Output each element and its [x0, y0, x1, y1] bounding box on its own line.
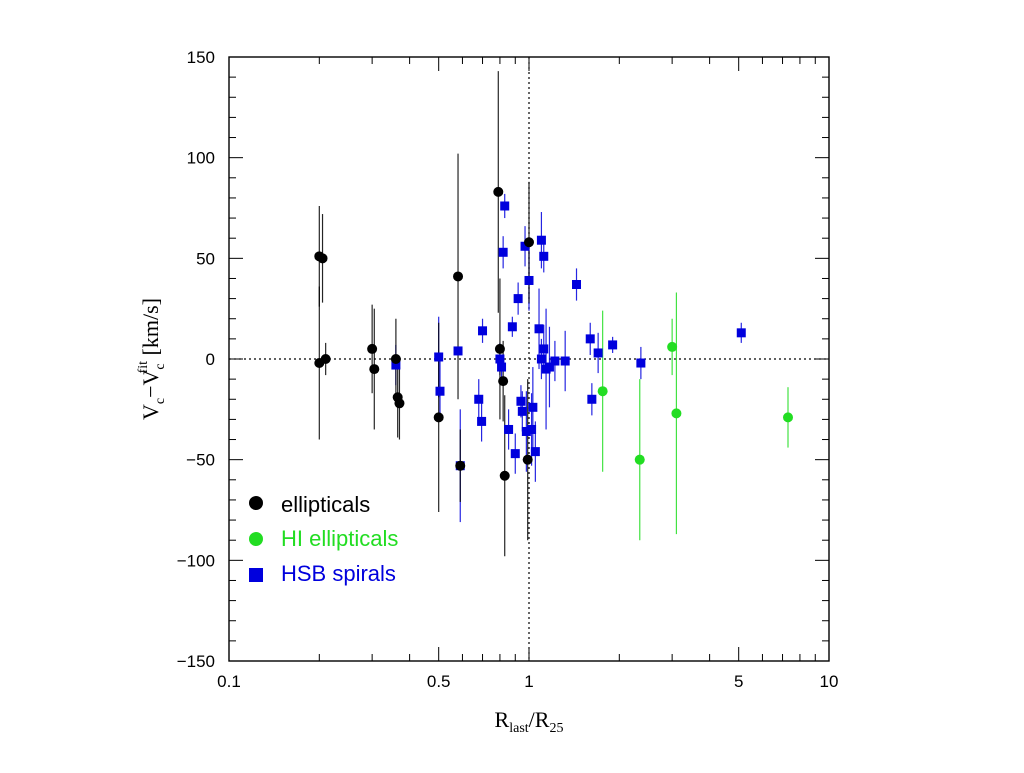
legend-label-ellipticals: ellipticals: [281, 492, 370, 517]
point-hsb-spirals: [504, 424, 514, 434]
point-hsb-spirals: [524, 275, 534, 285]
point-hsb-spirals: [513, 294, 523, 304]
x-tick-label: 10: [820, 672, 839, 691]
legend-marker-hi-ellipticals: [249, 532, 263, 546]
y-tick-label: −100: [177, 551, 215, 570]
y-tick-label: −150: [177, 652, 215, 671]
point-hsb-spirals: [539, 251, 549, 261]
point-hsb-spirals: [593, 348, 603, 358]
data-points: [314, 186, 793, 481]
y-axis-label: Vc−Vcfit [km/s]: [136, 298, 168, 420]
point-hsb-spirals: [534, 324, 544, 334]
point-ellipticals: [498, 376, 509, 387]
point-hsb-spirals: [608, 340, 618, 350]
point-hsb-spirals: [453, 346, 463, 356]
point-ellipticals: [433, 412, 444, 423]
point-hsb-spirals: [500, 201, 510, 211]
point-hi-ellipticals: [634, 454, 645, 465]
point-hsb-spirals: [391, 360, 401, 370]
point-hsb-spirals: [510, 449, 520, 459]
point-hsb-spirals: [572, 280, 582, 290]
x-tick-labels: 0.1 0.5 1 5 10: [217, 672, 838, 691]
point-hsb-spirals: [530, 447, 540, 457]
legend-label-hsb-spirals: HSB spirals: [281, 561, 396, 586]
point-ellipticals: [369, 364, 380, 375]
point-hi-ellipticals: [597, 386, 608, 397]
legend-marker-ellipticals: [249, 496, 263, 510]
point-hsb-spirals: [497, 362, 507, 372]
point-hsb-spirals: [536, 354, 546, 364]
point-hsb-spirals: [587, 394, 597, 404]
point-ellipticals: [494, 343, 505, 354]
point-ellipticals: [320, 354, 331, 364]
point-hsb-spirals: [517, 406, 527, 416]
legend-marker-hsb-spirals: [249, 568, 263, 582]
x-tick-label: 5: [734, 672, 743, 691]
legend: ellipticals HI ellipticals HSB spirals: [249, 492, 398, 586]
point-hsb-spirals: [434, 352, 444, 362]
x-axis-label: Rlast/R25: [495, 707, 564, 736]
point-hsb-spirals: [498, 247, 508, 257]
point-hi-ellipticals: [671, 408, 682, 419]
y-tick-label: 50: [196, 249, 215, 268]
x-tick-label: 1: [524, 672, 533, 691]
point-hi-ellipticals: [667, 341, 678, 352]
point-hsb-spirals: [636, 358, 646, 368]
point-hsb-spirals: [528, 402, 538, 412]
point-hi-ellipticals: [782, 412, 793, 423]
point-hsb-spirals: [435, 386, 445, 396]
point-hsb-spirals: [495, 354, 505, 364]
point-ellipticals: [394, 398, 405, 409]
x-tick-label: 0.5: [427, 672, 451, 691]
point-hsb-spirals: [560, 356, 570, 366]
point-hsb-spirals: [550, 356, 560, 366]
point-ellipticals: [367, 343, 378, 354]
y-tick-label: 100: [187, 149, 215, 168]
point-ellipticals: [390, 354, 401, 364]
point-hsb-spirals: [539, 344, 549, 354]
point-hsb-spirals: [736, 328, 746, 338]
point-hsb-spirals: [474, 394, 484, 404]
point-hsb-spirals: [544, 362, 554, 372]
y-tick-labels: 150 100 50 0 −50 −100 −150: [177, 48, 215, 671]
point-ellipticals: [455, 460, 466, 471]
x-tick-label: 0.1: [217, 672, 241, 691]
legend-label-hi-ellipticals: HI ellipticals: [281, 526, 398, 551]
y-tick-label: −50: [186, 451, 215, 470]
point-ellipticals: [317, 253, 328, 264]
point-hsb-spirals: [507, 322, 517, 332]
point-hsb-spirals: [536, 235, 546, 245]
point-hsb-spirals: [520, 241, 530, 251]
point-ellipticals: [524, 237, 534, 248]
error-bars: [318, 71, 789, 557]
point-hsb-spirals: [516, 396, 526, 406]
y-tick-label: 150: [187, 48, 215, 67]
point-hsb-spirals: [527, 424, 537, 434]
axis-ticks: [229, 56, 829, 662]
point-hsb-spirals: [521, 426, 531, 436]
point-ellipticals: [493, 186, 504, 197]
point-hsb-spirals: [477, 416, 487, 426]
point-hsb-spirals: [478, 326, 488, 336]
point-ellipticals: [499, 470, 510, 481]
point-ellipticals: [522, 454, 533, 465]
y-tick-label: 0: [206, 350, 215, 369]
point-ellipticals: [453, 271, 464, 282]
point-hsb-spirals: [585, 334, 595, 344]
